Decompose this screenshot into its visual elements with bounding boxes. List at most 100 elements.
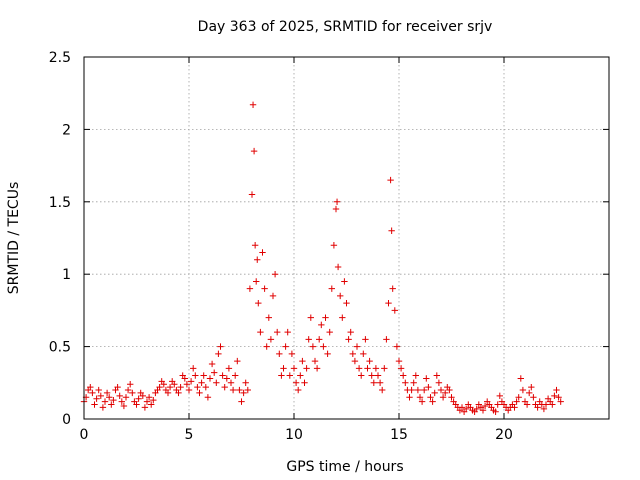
data-point-73: [234, 357, 241, 365]
y-tick-label-1: 0.5: [49, 340, 71, 356]
data-point-10: [101, 398, 109, 405]
data-point-101: [286, 372, 293, 379]
chart-title: Day 363 of 2025, SRMTID for receiver srj…: [198, 19, 493, 35]
data-point-150: [387, 176, 394, 184]
y-axis-label: SRMTID / TECUs: [6, 182, 22, 295]
data-point-77: [242, 379, 249, 386]
data-point-170: [427, 394, 434, 401]
data-point-5: [91, 401, 98, 408]
data-point-149: [385, 299, 392, 307]
data-point-49: [183, 381, 191, 388]
data-point-217: [526, 389, 533, 397]
data-point-144: [374, 372, 382, 379]
data-point-125: [334, 263, 342, 271]
data-point-162: [410, 379, 417, 386]
data-point-70: [227, 379, 235, 386]
data-point-128: [341, 278, 348, 285]
data-point-132: [349, 350, 356, 358]
data-point-210: [511, 404, 518, 411]
data-point-141: [368, 372, 375, 379]
data-point-95: [274, 328, 281, 336]
data-point-84: [253, 278, 260, 285]
data-point-68: [223, 375, 230, 382]
data-point-116: [318, 321, 325, 329]
data-point-202: [494, 401, 501, 408]
data-point-126: [337, 292, 344, 300]
data-points: [80, 101, 564, 415]
data-point-23: [129, 389, 136, 397]
data-point-56: [198, 379, 205, 386]
data-point-179: [446, 386, 453, 394]
data-point-140: [366, 357, 373, 365]
data-point-14: [110, 396, 117, 404]
data-point-196: [481, 402, 489, 410]
y-tick-label-4: 2: [62, 122, 71, 138]
data-point-78: [244, 386, 251, 394]
data-point-72: [232, 372, 239, 379]
data-point-6: [93, 395, 100, 402]
data-point-127: [339, 314, 346, 321]
data-point-53: [192, 372, 199, 379]
data-point-90: [263, 343, 270, 350]
data-point-157: [400, 372, 407, 379]
data-point-152: [389, 285, 396, 292]
data-point-122: [330, 242, 338, 249]
data-point-228: [549, 401, 556, 408]
data-point-135: [355, 365, 363, 372]
data-point-139: [364, 365, 371, 372]
y-tick-label-3: 1.5: [49, 195, 71, 211]
data-point-71: [229, 386, 237, 394]
data-point-33: [150, 396, 157, 404]
y-tick-label-2: 1: [62, 267, 71, 283]
data-point-61: [208, 360, 216, 368]
data-point-180: [448, 394, 455, 401]
data-point-11: [103, 389, 111, 397]
data-point-168: [423, 375, 430, 382]
data-point-137: [360, 350, 367, 358]
data-point-52: [190, 365, 197, 372]
data-point-57: [200, 372, 207, 379]
data-point-62: [211, 369, 218, 376]
data-point-118: [322, 314, 329, 321]
data-point-29: [141, 404, 149, 411]
data-point-130: [345, 336, 352, 343]
data-point-59: [204, 394, 212, 401]
data-point-148: [383, 336, 390, 343]
data-point-60: [206, 375, 214, 382]
data-point-192: [473, 405, 480, 413]
data-point-83: [251, 242, 259, 249]
data-point-154: [393, 343, 401, 350]
data-point-109: [303, 365, 310, 372]
data-point-133: [351, 357, 359, 365]
data-point-41: [166, 383, 174, 391]
data-point-65: [217, 343, 224, 350]
plot-frame: [83, 56, 610, 420]
data-point-105: [295, 386, 302, 394]
data-point-104: [292, 379, 300, 386]
data-point-110: [305, 336, 312, 343]
data-point-211: [513, 398, 520, 405]
data-point-229: [551, 392, 558, 400]
data-point-111: [307, 314, 314, 321]
data-point-173: [433, 372, 440, 379]
data-point-79: [246, 285, 254, 292]
data-point-45: [175, 389, 182, 397]
data-point-50: [185, 386, 193, 394]
data-point-117: [320, 343, 327, 350]
data-point-136: [358, 372, 365, 379]
data-point-230: [553, 386, 560, 394]
data-point-219: [530, 394, 537, 401]
data-point-216: [523, 401, 531, 408]
data-point-38: [160, 381, 167, 388]
data-point-93: [269, 292, 277, 300]
data-point-134: [353, 343, 361, 350]
data-point-82: [250, 147, 258, 155]
data-point-48: [181, 375, 188, 382]
data-point-164: [414, 386, 422, 394]
data-point-195: [479, 407, 487, 414]
data-point-165: [416, 394, 424, 401]
data-point-145: [376, 379, 384, 386]
data-point-232: [557, 398, 564, 405]
data-point-21: [124, 386, 132, 394]
data-point-91: [265, 314, 272, 321]
